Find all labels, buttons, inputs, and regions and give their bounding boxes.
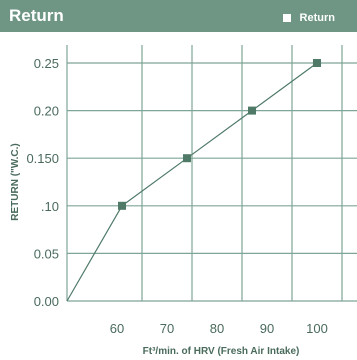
grid <box>66 45 357 302</box>
y-tick-label: 0.20 <box>34 104 59 119</box>
x-tick-label: 90 <box>260 321 274 336</box>
y-tick-label: .10 <box>41 199 59 214</box>
data-point <box>183 154 191 163</box>
chart-header: Return Return <box>0 0 357 32</box>
x-tick-label: 100 <box>306 321 328 336</box>
legend: Return <box>282 11 335 25</box>
y-tick-label: 0.00 <box>34 294 59 309</box>
series-return <box>66 59 321 302</box>
y-tick-label: 0.150 <box>26 151 59 166</box>
data-point <box>313 59 321 67</box>
x-tick-label: 70 <box>160 321 174 336</box>
x-tick-labels: 60 70 80 90 100 <box>110 321 328 336</box>
y-tick-label: 0.25 <box>34 56 59 71</box>
y-tick-label: 0.05 <box>34 246 59 261</box>
x-tick-label: 60 <box>110 321 124 336</box>
data-point <box>118 201 126 210</box>
x-tick-label: 80 <box>210 321 224 336</box>
legend-label: Return <box>299 12 335 24</box>
y-axis-label: RETURN ("W.C.) <box>10 143 21 221</box>
y-tick-labels: 0.00 0.05 .10 0.150 0.20 0.25 <box>26 56 59 309</box>
chart-title: Return <box>9 6 64 25</box>
data-point <box>248 106 256 115</box>
x-axis-label: Ft³/min. of HRV (Fresh Air Intake) <box>143 346 300 357</box>
legend-swatch <box>282 14 291 22</box>
